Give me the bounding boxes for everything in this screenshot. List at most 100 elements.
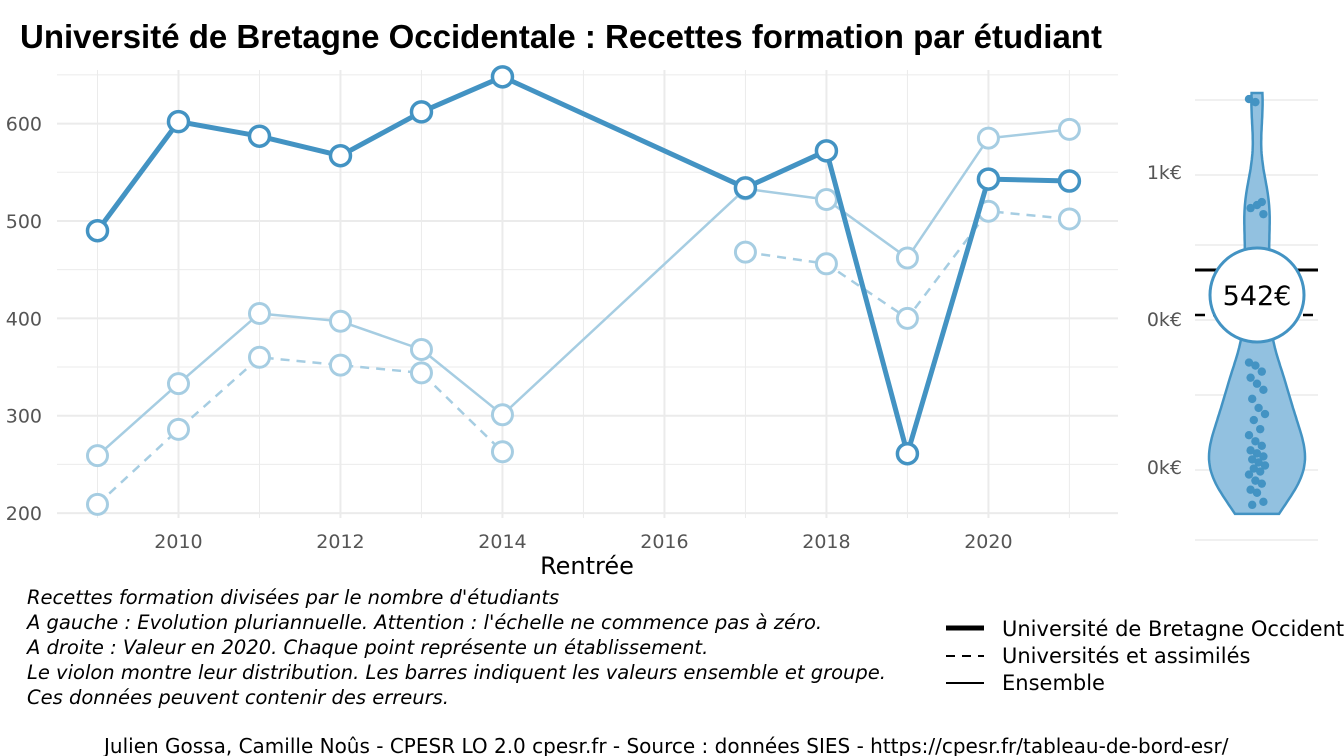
x-tick-label: 2020 (964, 531, 1012, 553)
violin-point (1246, 373, 1255, 382)
violin-point (1256, 467, 1265, 476)
violin-point (1257, 441, 1267, 451)
data-point (328, 309, 352, 333)
violin-point (1252, 379, 1262, 388)
x-axis-ticks: 2010 2012 2014 2016 2018 2020 (154, 531, 1012, 553)
x-tick-label: 2014 (478, 531, 526, 553)
series-line (96, 356, 504, 506)
data-point (328, 143, 353, 168)
violin-point (1251, 361, 1260, 370)
data-point (247, 301, 271, 325)
violin-point (1244, 470, 1254, 479)
legend-item-label: Ensemble (1002, 671, 1105, 695)
data-point (895, 441, 920, 466)
violin-point (1249, 464, 1259, 473)
y-tick-label: 200 (6, 503, 42, 525)
violin-point (1259, 497, 1268, 507)
chart-title: Université de Bretagne Occidentale : Rec… (20, 18, 1102, 55)
data-point (814, 252, 838, 276)
data-point (85, 492, 109, 516)
violin-y-tick-label: 0k€ (1147, 309, 1182, 331)
caption-line: A droite : Valeur en 2020. Chaque point … (25, 636, 708, 659)
data-point (490, 403, 514, 427)
violin-point (1248, 500, 1257, 510)
violin-y-ticks: 1k€ 0k€ 0k€ (1147, 162, 1182, 479)
data-point (895, 306, 919, 330)
data-point (247, 124, 272, 148)
data-point (85, 218, 110, 243)
data-point (814, 139, 839, 163)
chart-footer: Julien Gossa, Camille Noûs - CPESR LO 2.… (102, 734, 1229, 756)
data-point (166, 109, 191, 134)
violin-y-tick-label: 1k€ (1147, 162, 1182, 184)
violin-point (1252, 488, 1262, 497)
violin-point (1259, 209, 1268, 219)
violin-point (1257, 479, 1267, 488)
data-point (1057, 117, 1081, 141)
violin-chart-panel: 1k€ 0k€ 0k€ 542€ (1147, 91, 1318, 541)
violin-point (1260, 409, 1270, 419)
y-tick-label: 500 (6, 211, 42, 233)
violin-point (1259, 452, 1268, 461)
violin-point (1256, 424, 1265, 434)
data-point (328, 353, 352, 377)
violin-y-tick-label: 0k€ (1147, 457, 1182, 479)
caption-line: Ces données peuvent contenir des erreurs… (27, 686, 449, 709)
data-point (733, 176, 758, 200)
violin-point (1252, 449, 1262, 458)
violin-point (1252, 200, 1262, 210)
y-tick-label: 600 (6, 114, 42, 136)
violin-point (1251, 437, 1260, 446)
data-point (1057, 207, 1081, 231)
data-point (409, 361, 433, 385)
x-tick-label: 2010 (154, 531, 202, 553)
data-point (166, 417, 190, 441)
violin-point (1254, 458, 1263, 467)
y-tick-label: 400 (6, 308, 42, 330)
data-point (247, 345, 271, 369)
violin-point (1249, 415, 1259, 425)
x-tick-label: 2012 (316, 531, 364, 553)
line-chart-panel: 2010 2012 2014 2016 2018 2020 200 300 400 500 600… (6, 65, 1118, 580)
violin-point (1251, 476, 1260, 485)
x-axis-label: Rentrée (540, 552, 634, 580)
data-point (976, 126, 1000, 150)
x-tick-label: 2016 (640, 531, 688, 553)
highlight-value-label: 542€ (1223, 281, 1292, 312)
data-point (490, 65, 515, 89)
y-tick-label: 300 (6, 406, 42, 428)
caption-line: Recettes formation divisées par le nombr… (27, 586, 559, 609)
violin-point (1244, 94, 1254, 104)
violin-point (1244, 358, 1254, 367)
violin-point (1257, 367, 1267, 376)
legend-item-label: Université de Bretagne Occidentale (1002, 617, 1344, 641)
violin-point (1259, 385, 1268, 394)
data-point (895, 246, 919, 270)
caption-line: Le violon montre leur distribution. Les … (27, 661, 886, 684)
series-solid-thick (85, 65, 1082, 466)
data-point (166, 372, 190, 396)
data-point (85, 444, 109, 468)
series-dashed (85, 199, 1081, 516)
highlight-value-badge (1208, 246, 1306, 344)
x-tick-label: 2018 (802, 531, 850, 553)
violin-point (1248, 455, 1257, 464)
violin-point (1251, 97, 1260, 107)
series-layer (85, 65, 1082, 516)
caption-line: A gauche : Evolution pluriannuelle. Atte… (25, 611, 822, 634)
legend: Université de Bretagne Occidentale Unive… (946, 617, 1344, 695)
series-solid-thin (85, 117, 1081, 468)
violin-point (1260, 461, 1270, 470)
data-point (490, 440, 514, 464)
data-point (733, 240, 757, 264)
y-axis-ticks: 200 300 400 500 600 (6, 114, 42, 526)
chart-caption: Recettes formation divisées par le nombr… (25, 586, 886, 709)
violin-point (1254, 403, 1263, 413)
data-point (409, 338, 433, 362)
violin-point (1248, 394, 1257, 404)
violin-point (1244, 431, 1254, 440)
legend-item-label: Universités et assimilés (1002, 644, 1250, 668)
violin-point (1246, 203, 1255, 213)
data-point (976, 167, 1001, 191)
